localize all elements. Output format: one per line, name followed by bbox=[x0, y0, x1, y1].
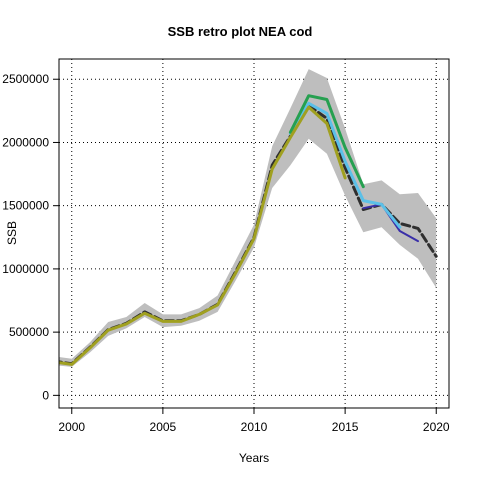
y-tick-label: 0 bbox=[42, 388, 49, 402]
x-tick-label: 2020 bbox=[423, 420, 450, 434]
series-line-5 bbox=[59, 105, 347, 366]
series-line-3 bbox=[288, 101, 402, 229]
chart-title: SSB retro plot NEA cod bbox=[168, 24, 313, 39]
y-tick-label: 2500000 bbox=[2, 72, 49, 86]
x-tick-label: 2010 bbox=[241, 420, 268, 434]
x-tick-label: 2005 bbox=[150, 420, 177, 434]
x-tick-label: 2015 bbox=[332, 420, 359, 434]
y-tick-label: 1000000 bbox=[2, 262, 49, 276]
y-tick-label: 2000000 bbox=[2, 135, 49, 149]
x-axis-label: Years bbox=[239, 451, 269, 465]
confidence-band bbox=[59, 69, 437, 367]
series-lines bbox=[59, 94, 438, 366]
confidence-band-group bbox=[59, 69, 437, 367]
y-tick-label: 1500000 bbox=[2, 199, 49, 213]
y-axis: 0 500000 1000000 1500000 2000000 2500000 bbox=[2, 72, 59, 402]
x-tick-label: 2000 bbox=[58, 420, 85, 434]
y-tick-label: 500000 bbox=[9, 325, 49, 339]
series-line-4 bbox=[288, 94, 365, 189]
x-axis: 2000 2005 2010 2015 2020 bbox=[58, 408, 450, 434]
y-axis-label: SSB bbox=[5, 221, 19, 245]
